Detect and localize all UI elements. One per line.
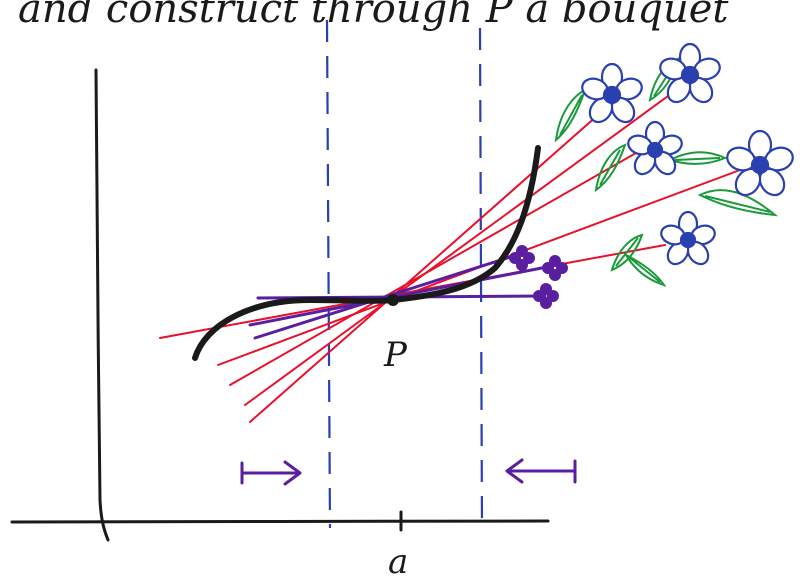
small-bloom-icon [533,283,559,309]
point-label: P [383,335,408,375]
point-p [387,294,399,306]
small-blooms [509,245,568,309]
leaf-icon [623,252,667,287]
leaves [554,56,779,287]
arrow-right-icon [240,460,302,486]
leaf-icon [594,143,627,193]
right-boundary [478,27,484,529]
flower-icon [726,129,794,197]
leaf-icon [554,88,587,143]
x-axis [10,519,550,524]
leaf-icon [610,233,644,272]
secant-line [249,99,616,423]
axes [10,68,550,542]
left-boundary [325,19,332,529]
small-bloom-icon [509,245,535,271]
secant-line [229,144,651,386]
secant-lines [159,79,741,423]
curve [192,145,541,361]
tangent-bundle [248,252,554,340]
flowers [581,42,794,266]
tangent-line [248,264,554,327]
flower-icon [581,62,643,124]
boundary-lines [325,19,484,529]
leaf-icon [667,151,728,165]
secant-line [244,79,691,406]
arrow-left-icon [505,458,577,484]
tick-label: a [388,542,408,580]
leaf-icon [697,189,779,217]
small-bloom-icon [542,255,568,281]
arrows [240,458,577,486]
flower-icon [660,210,716,266]
caption: and construct through P a bouquet [18,0,729,32]
flower-icon [627,120,683,176]
tangent-line [253,252,522,340]
flower-icon [659,42,721,104]
y-axis [94,68,110,542]
